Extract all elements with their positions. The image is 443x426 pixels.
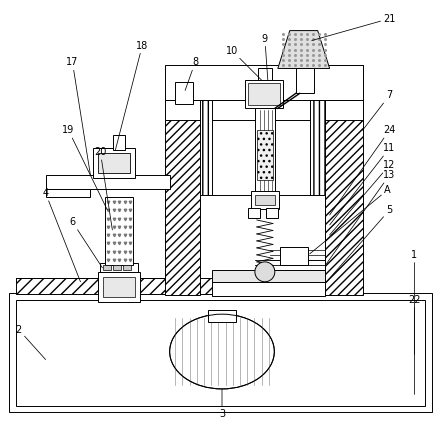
Text: 18: 18 [115, 40, 148, 150]
Bar [46, 189, 90, 197]
Text: 12: 12 [330, 160, 396, 235]
Bar [258, 69, 272, 81]
Text: 13: 13 [326, 170, 396, 265]
Bar [93, 148, 135, 178]
Text: 10: 10 [226, 46, 262, 81]
Bar [248, 83, 280, 105]
Text: 9: 9 [262, 34, 268, 81]
Text: A: A [310, 185, 391, 254]
Bar [245, 81, 283, 108]
Bar [103, 277, 135, 297]
Circle shape [255, 262, 275, 282]
Bar [310, 101, 325, 278]
Text: 11: 11 [330, 143, 396, 225]
Bar [266, 208, 278, 218]
Bar [175, 82, 193, 104]
Bar [113, 265, 121, 270]
Bar [280, 247, 308, 265]
Text: 5: 5 [326, 205, 392, 283]
Bar [98, 153, 130, 173]
Bar [251, 191, 279, 209]
Text: 7: 7 [362, 90, 392, 130]
Bar [325, 66, 362, 295]
Bar [208, 310, 236, 322]
Text: 3: 3 [219, 389, 225, 419]
Bar [165, 101, 362, 120]
Text: 20: 20 [94, 147, 113, 230]
Polygon shape [278, 31, 330, 69]
Text: 2: 2 [16, 325, 46, 360]
Text: 4: 4 [43, 188, 81, 282]
Text: 22: 22 [408, 295, 420, 394]
Bar [296, 69, 314, 93]
Bar [212, 270, 325, 282]
Ellipse shape [170, 314, 274, 389]
Bar [46, 175, 170, 189]
Bar [113, 135, 125, 150]
Bar [248, 208, 260, 218]
Bar [101, 263, 138, 272]
Bar [98, 272, 140, 302]
Bar [255, 108, 275, 193]
Bar [165, 101, 200, 295]
Bar [255, 195, 275, 205]
Bar [257, 130, 273, 180]
Bar [200, 101, 212, 278]
Text: 21: 21 [312, 14, 396, 40]
Bar [9, 293, 432, 412]
Text: 8: 8 [185, 58, 198, 90]
Text: 24: 24 [330, 125, 396, 215]
Text: 19: 19 [62, 125, 107, 210]
Bar [200, 195, 325, 278]
Text: 6: 6 [70, 217, 102, 268]
Bar [123, 265, 131, 270]
Bar [16, 300, 425, 406]
Text: 1: 1 [411, 250, 417, 354]
Bar [165, 66, 362, 101]
Bar [16, 278, 334, 294]
Text: 17: 17 [66, 58, 90, 175]
Bar [105, 197, 133, 265]
Bar [212, 282, 325, 296]
Bar [103, 265, 111, 270]
